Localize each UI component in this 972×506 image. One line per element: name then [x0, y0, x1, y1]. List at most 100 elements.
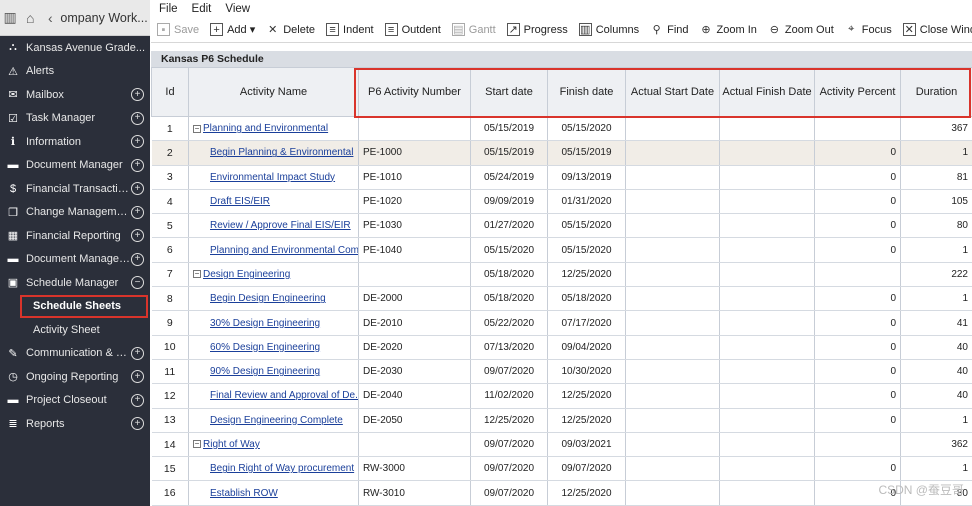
- cell-finish-date[interactable]: 05/15/2019: [547, 140, 626, 166]
- cell-percent[interactable]: 0: [814, 189, 901, 215]
- cell-start-date[interactable]: 12/25/2020: [470, 408, 548, 433]
- cell-p6-number[interactable]: DE-2000: [358, 286, 471, 312]
- outdent-button[interactable]: ≡ Outdent: [384, 23, 441, 36]
- columns-button[interactable]: ▥ Columns: [578, 23, 640, 36]
- table-row[interactable]: 15 Begin Right of Way procurement RW-3000 0…: [151, 456, 972, 482]
- sidebar-item[interactable]: ▦ Financial Reporting +: [0, 224, 150, 248]
- cell-actual-finish[interactable]: [719, 237, 815, 263]
- focus-button[interactable]: ⌖ Focus: [845, 23, 892, 36]
- cell-actual-finish[interactable]: [719, 140, 815, 166]
- sidebar-subitem[interactable]: Activity Sheet: [0, 318, 150, 342]
- expand-icon[interactable]: +: [131, 111, 144, 125]
- activity-link[interactable]: Environmental Impact Study: [210, 171, 336, 183]
- cell-activity-name[interactable]: Review / Approve Final EIS/EIR: [188, 213, 359, 239]
- column-header[interactable]: Actual Finish Date: [719, 67, 815, 117]
- activity-link[interactable]: Planning and Environmental: [203, 123, 329, 135]
- cell-duration[interactable]: 40: [900, 359, 972, 385]
- cell-actual-finish[interactable]: [719, 480, 815, 506]
- cell-activity-name[interactable]: − Planning and Environmental: [188, 116, 359, 142]
- expand-icon[interactable]: +: [131, 393, 144, 407]
- cell-actual-start[interactable]: [625, 237, 720, 263]
- cell-activity-name[interactable]: 60% Design Engineering: [188, 335, 359, 360]
- cell-p6-number[interactable]: DE-2020: [358, 335, 471, 360]
- cell-actual-start[interactable]: [625, 480, 720, 506]
- indent-button[interactable]: ≡ Indent: [326, 23, 374, 36]
- cell-activity-name[interactable]: Environmental Impact Study: [188, 165, 359, 190]
- cell-finish-date[interactable]: 05/15/2020: [547, 213, 626, 239]
- cell-id[interactable]: 15: [151, 456, 189, 482]
- cell-activity-name[interactable]: Begin Planning & Environmental: [188, 140, 359, 166]
- gantt-button[interactable]: ▤ Gantt: [451, 23, 496, 36]
- cell-percent[interactable]: 0: [814, 140, 901, 166]
- activity-link[interactable]: Design Engineering Complete: [210, 414, 343, 426]
- expand-icon[interactable]: +: [131, 182, 144, 196]
- cell-start-date[interactable]: 09/09/2019: [470, 189, 548, 215]
- cell-id[interactable]: 4: [151, 189, 189, 215]
- cell-actual-finish[interactable]: [719, 116, 815, 142]
- delete-button[interactable]: ✕ Delete: [268, 23, 316, 37]
- cell-finish-date[interactable]: 01/31/2020: [547, 189, 626, 215]
- column-header[interactable]: Start date: [470, 67, 548, 117]
- cell-actual-finish[interactable]: [719, 189, 815, 215]
- cell-activity-name[interactable]: Begin Right of Way procurement: [188, 456, 359, 482]
- cell-actual-start[interactable]: [625, 456, 720, 482]
- cell-id[interactable]: 6: [151, 237, 189, 263]
- collapse-icon[interactable]: −: [193, 439, 201, 449]
- cell-percent[interactable]: 0: [814, 408, 901, 433]
- cell-id[interactable]: 9: [151, 310, 189, 336]
- table-row[interactable]: 1− Planning and Environmental 05/15/2019 05…: [151, 116, 972, 142]
- sidebar-item[interactable]: ≣ Reports +: [0, 412, 150, 436]
- cell-start-date[interactable]: 05/22/2020: [470, 310, 548, 336]
- cell-actual-finish[interactable]: [719, 432, 815, 458]
- activity-link[interactable]: Begin Planning & Environmental: [210, 147, 354, 159]
- cell-percent[interactable]: 0: [814, 335, 901, 360]
- cell-actual-start[interactable]: [625, 262, 720, 288]
- sidebar-item[interactable]: ❐ Change Management +: [0, 201, 150, 225]
- column-header[interactable]: Id: [151, 67, 189, 117]
- cell-id[interactable]: 3: [151, 165, 189, 190]
- table-row[interactable]: 8 Begin Design Engineering DE-2000 05/18/20…: [151, 286, 972, 312]
- cell-start-date[interactable]: 05/15/2020: [470, 237, 548, 263]
- cell-percent[interactable]: [814, 262, 901, 288]
- cell-actual-finish[interactable]: [719, 262, 815, 288]
- cell-finish-date[interactable]: 10/30/2020: [547, 359, 626, 385]
- home-icon[interactable]: ⌂: [25, 9, 35, 26]
- cell-activity-name[interactable]: Begin Design Engineering: [188, 286, 359, 312]
- sidebar-item[interactable]: ☑ Task Manager +: [0, 107, 150, 131]
- cell-finish-date[interactable]: 12/25/2020: [547, 408, 626, 433]
- cell-p6-number[interactable]: PE-1000: [358, 140, 471, 166]
- table-row[interactable]: 14− Right of Way 09/07/2020 09/03/2021 362: [151, 432, 972, 458]
- cell-actual-start[interactable]: [625, 189, 720, 215]
- activity-link[interactable]: Begin Design Engineering: [210, 293, 326, 305]
- activity-link[interactable]: 60% Design Engineering: [210, 341, 321, 353]
- cell-actual-finish[interactable]: [719, 286, 815, 312]
- cell-actual-finish[interactable]: [719, 359, 815, 385]
- cell-start-date[interactable]: 05/18/2020: [470, 262, 548, 288]
- cell-start-date[interactable]: 09/07/2020: [470, 432, 548, 458]
- cell-finish-date[interactable]: 09/13/2019: [547, 165, 626, 190]
- zoom-in-button[interactable]: ⊕ Zoom In: [701, 23, 757, 37]
- collapse-icon[interactable]: −: [193, 269, 201, 279]
- cell-duration[interactable]: 1: [900, 140, 972, 166]
- cell-actual-finish[interactable]: [719, 165, 815, 190]
- expand-icon[interactable]: +: [131, 135, 144, 149]
- sidebar-subitem[interactable]: Schedule Sheets: [20, 294, 148, 318]
- back-icon[interactable]: ‹: [47, 9, 53, 26]
- cell-percent[interactable]: 0: [814, 213, 901, 239]
- table-row[interactable]: 4 Draft EIS/EIR PE-1020 09/09/2019 01/31/202…: [151, 189, 972, 215]
- sidebar-item[interactable]: ⛬ Kansas Avenue Grade...: [0, 36, 150, 60]
- table-row[interactable]: 12 Final Review and Approval of De... DE-2…: [151, 383, 972, 409]
- cell-actual-finish[interactable]: [719, 213, 815, 239]
- activity-link[interactable]: Draft EIS/EIR: [210, 196, 271, 208]
- cell-finish-date[interactable]: 09/04/2020: [547, 335, 626, 360]
- cell-actual-finish[interactable]: [719, 335, 815, 360]
- cell-activity-name[interactable]: − Design Engineering: [188, 262, 359, 288]
- cell-p6-number[interactable]: PE-1020: [358, 189, 471, 215]
- cell-actual-start[interactable]: [625, 359, 720, 385]
- cell-activity-name[interactable]: 30% Design Engineering: [188, 310, 359, 336]
- cell-id[interactable]: 2: [151, 140, 189, 166]
- collapse-icon[interactable]: −: [193, 123, 201, 133]
- activity-link[interactable]: Review / Approve Final EIS/EIR: [210, 220, 351, 232]
- menu-view[interactable]: View: [225, 2, 251, 15]
- cell-percent[interactable]: 0: [814, 456, 901, 482]
